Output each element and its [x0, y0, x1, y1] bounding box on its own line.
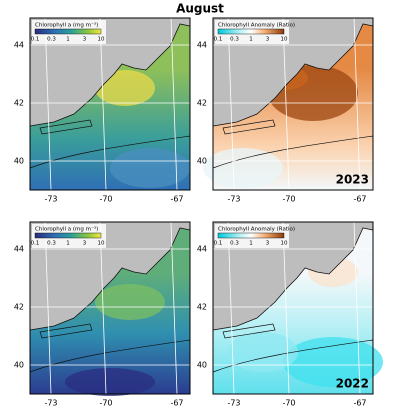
chlorophyll-patch — [95, 70, 155, 106]
lon-tick-label: -70 — [99, 195, 112, 204]
year-label: 2022 — [336, 377, 369, 391]
lon-tick-label: -73 — [227, 195, 240, 204]
lon-tick-label: -67 — [353, 195, 366, 204]
colorbar-tick-label: 0.1 — [214, 241, 223, 247]
grid-line — [170, 221, 178, 395]
lat-tick-label: 42 — [14, 99, 24, 108]
lon-tick-label: -70 — [282, 195, 295, 204]
map-panel: Chlorophyll Anomaly (Ratio) 0.1 0.3 1 3 10 202… — [197, 221, 383, 408]
map-panel: Chlorophyll a (mg m⁻³) 0.1 0.3 1 3 10 44 42 40 -7… — [14, 17, 191, 204]
colorbar-tick-label: 0.1 — [31, 241, 40, 247]
colorbar-label: Chlorophyll Anomaly (Ratio) — [218, 227, 295, 233]
coastline — [29, 323, 191, 373]
colorbar-tick-label: 1 — [66, 37, 70, 43]
colorbar-tick-label: 10 — [98, 37, 105, 43]
colorbar-tick-label: 10 — [281, 37, 288, 43]
lat-tick-label: 40 — [197, 157, 207, 166]
colorbar-tick-label: 0.3 — [230, 37, 239, 43]
colorbar-tick-label: 0.1 — [31, 37, 40, 43]
year-label: 2023 — [336, 173, 369, 187]
grid-line — [353, 221, 361, 395]
colorbar-label: Chlorophyll Anomaly (Ratio) — [218, 23, 295, 29]
coastline — [212, 323, 374, 373]
grid-line — [353, 17, 361, 191]
colorbar-tick-label: 3 — [83, 37, 87, 43]
grid-line — [227, 221, 235, 395]
colorbar-tick-label: 10 — [98, 241, 105, 247]
coastline — [212, 119, 374, 169]
colorbar — [34, 28, 102, 35]
lon-tick-label: -70 — [99, 399, 112, 408]
chlorophyll-patch — [95, 284, 165, 320]
map-frame — [212, 221, 374, 395]
colorbar-tick-label: 3 — [83, 241, 87, 247]
lat-tick-label: 42 — [197, 99, 207, 108]
lon-tick-label: -73 — [227, 399, 240, 408]
lat-tick-label: 42 — [197, 303, 207, 312]
colorbar-tick-label: 0.3 — [230, 241, 239, 247]
colorbar-tick-label: 0.1 — [214, 37, 223, 43]
colorbar — [34, 232, 102, 239]
colorbar-tick-label: 1 — [249, 37, 253, 43]
lat-tick-label: 42 — [14, 303, 24, 312]
map-frame — [29, 221, 191, 395]
map-panel: Chlorophyll a (mg m⁻³) 0.1 0.3 1 3 10 44 42 40 -7… — [14, 221, 191, 408]
grid-line — [44, 221, 52, 395]
chlorophyll-patch — [65, 368, 155, 396]
grid-line — [44, 17, 52, 191]
colorbar-tick-label: 0.3 — [47, 241, 56, 247]
map-frame — [29, 17, 191, 191]
grid-line — [170, 17, 178, 191]
lon-tick-label: -67 — [170, 399, 183, 408]
coastline — [29, 119, 191, 169]
colorbar-tick-label: 0.3 — [47, 37, 56, 43]
grid-line — [227, 17, 235, 191]
grid-line — [99, 221, 107, 395]
lat-tick-label: 40 — [14, 361, 24, 370]
lon-tick-label: -67 — [170, 195, 183, 204]
lon-tick-label: -73 — [44, 399, 57, 408]
lon-tick-label: -67 — [353, 399, 366, 408]
lat-tick-label: 44 — [197, 41, 207, 50]
map-panel: Chlorophyll Anomaly (Ratio) 0.1 0.3 1 3 10 202… — [197, 17, 374, 204]
lat-tick-label: 44 — [14, 245, 24, 254]
chlorophyll-patch — [110, 148, 190, 188]
lon-tick-label: -70 — [282, 399, 295, 408]
map-frame — [212, 17, 374, 191]
lat-tick-label: 40 — [197, 361, 207, 370]
colorbar-label: Chlorophyll a (mg m⁻³) — [35, 226, 98, 233]
lon-tick-label: -73 — [44, 195, 57, 204]
colorbar-tick-label: 1 — [249, 241, 253, 247]
chlorophyll-patch — [203, 148, 283, 188]
lat-tick-label: 44 — [197, 245, 207, 254]
colorbar-label: Chlorophyll a (mg m⁻³) — [35, 22, 98, 29]
lat-tick-label: 40 — [14, 157, 24, 166]
colorbar-tick-label: 1 — [66, 241, 70, 247]
grid-line — [282, 221, 290, 395]
figure-title: August — [176, 2, 224, 16]
colorbar — [217, 232, 285, 239]
grid-line — [99, 17, 107, 191]
colorbar-tick-label: 10 — [281, 241, 288, 247]
lat-tick-label: 44 — [14, 41, 24, 50]
colorbar — [217, 28, 285, 35]
grid-line — [282, 17, 290, 191]
colorbar-tick-label: 3 — [266, 241, 270, 247]
colorbar-tick-label: 3 — [266, 37, 270, 43]
